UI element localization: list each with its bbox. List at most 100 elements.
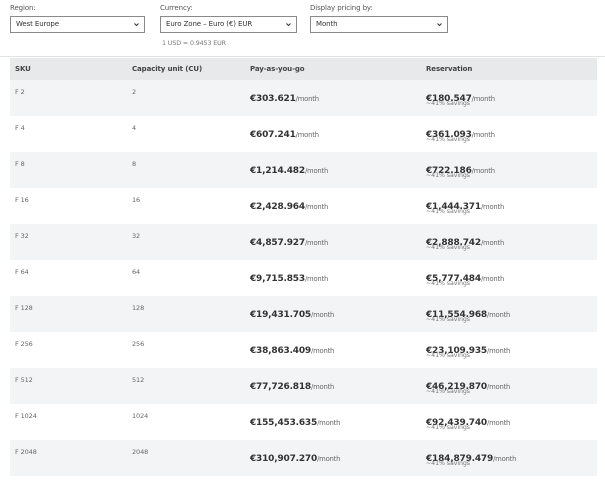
per-unit-label: /month [487, 347, 511, 355]
region-label: Region: [10, 4, 36, 12]
header-capacity-unit: Capacity unit (CU) [132, 65, 203, 73]
savings-note: ~41% savings [426, 352, 470, 359]
chevron-down-icon [286, 23, 291, 27]
per-unit-label: /month [480, 203, 505, 211]
reservation-price: €23,109.935/month [426, 338, 510, 357]
table-row: F 128 128 €19,431.705/month €11,554.968/… [10, 296, 597, 332]
reservation-amount: €46,219.870 [426, 382, 487, 392]
currency-filter: Currency: Euro Zone – Euro (€) EUR 1 USD… [160, 4, 297, 47]
capacity-unit-cell: 8 [132, 160, 137, 168]
reservation-price: €184,879.479/month [426, 446, 516, 465]
per-unit-label: /month [487, 311, 511, 319]
sku-cell: F 128 [15, 304, 33, 312]
table-row: F 16 16 €2,428.964/month €1,444.371/mont… [10, 188, 597, 224]
sku-cell: F 1024 [15, 412, 37, 420]
reservation-price: €722.186/month [426, 158, 495, 177]
per-unit-label: /month [304, 167, 329, 175]
per-unit-label: /month [295, 95, 319, 103]
pay-as-you-go-price: €19,431.705/month [250, 302, 334, 321]
reservation-price: €180.547/month [426, 86, 495, 105]
sku-cell: F 64 [15, 268, 29, 276]
reservation-price: €361.093/month [426, 122, 495, 141]
display-label: Display pricing by: [310, 4, 373, 12]
header-reservation: Reservation [426, 65, 473, 73]
pricing-table: SKU Capacity unit (CU) Pay-as-you-go Res… [10, 58, 597, 476]
per-unit-label: /month [471, 167, 495, 175]
pay-as-you-go-price: €77,726.818/month [250, 374, 334, 393]
per-unit-label: /month [487, 383, 511, 391]
per-unit-label: /month [487, 419, 511, 427]
pay-as-you-go-amount: €310,907.270 [250, 454, 318, 464]
pay-as-you-go-price: €607.241/month [250, 122, 319, 141]
pay-as-you-go-amount: €303.621 [250, 94, 296, 104]
sku-cell: F 2 [15, 88, 25, 96]
pay-as-you-go-price: €310,907.270/month [250, 446, 340, 465]
table-row: F 1024 1024 €155,453.635/month €92,439.7… [10, 404, 597, 440]
table-row: F 4 4 €607.241/month €361.093/month ~41%… [10, 116, 597, 152]
per-unit-label: /month [311, 347, 335, 355]
pay-as-you-go-amount: €9,715.853 [250, 274, 305, 284]
pay-as-you-go-amount: €607.241 [250, 130, 296, 140]
per-unit-label: /month [295, 131, 319, 139]
reservation-price: €5,777.484/month [426, 266, 504, 285]
savings-note: ~41% savings [426, 172, 470, 179]
table-header: SKU Capacity unit (CU) Pay-as-you-go Res… [10, 58, 597, 80]
capacity-unit-cell: 128 [132, 304, 145, 312]
per-unit-label: /month [493, 455, 517, 463]
savings-note: ~41% savings [426, 136, 470, 143]
pricing-filters: Region: West Europe Currency: Euro Zone … [0, 0, 605, 57]
capacity-unit-cell: 2 [132, 88, 137, 96]
reservation-amount: €361.093 [426, 130, 472, 140]
capacity-unit-cell: 256 [132, 340, 145, 348]
display-select[interactable]: Month [310, 16, 448, 33]
reservation-price: €46,219.870/month [426, 374, 510, 393]
per-unit-label: /month [311, 311, 335, 319]
table-row: F 8 8 €1,214.482/month €722.186/month ~4… [10, 152, 597, 188]
divider [0, 56, 605, 57]
savings-note: ~41% savings [426, 208, 470, 215]
display-filter: Display pricing by: Month [310, 4, 448, 33]
pay-as-you-go-price: €303.621/month [250, 86, 319, 105]
sku-cell: F 512 [15, 376, 33, 384]
chevron-down-icon [134, 23, 139, 27]
savings-note: ~41% savings [426, 100, 470, 107]
exchange-rate-note: 1 USD = 0.9453 EUR [162, 40, 226, 47]
per-unit-label: /month [304, 203, 329, 211]
per-unit-label: /month [317, 455, 341, 463]
currency-label: Currency: [160, 4, 193, 12]
sku-cell: F 2048 [15, 448, 37, 456]
currency-select[interactable]: Euro Zone – Euro (€) EUR [160, 16, 297, 33]
reservation-price: €92,439.740/month [426, 410, 510, 429]
header-pay-as-you-go: Pay-as-you-go [250, 65, 305, 73]
pay-as-you-go-amount: €155,453.635 [250, 418, 318, 428]
reservation-price: €1,444.371/month [426, 194, 504, 213]
region-select[interactable]: West Europe [10, 16, 145, 33]
sku-cell: F 256 [15, 340, 33, 348]
capacity-unit-cell: 32 [132, 232, 141, 240]
table-body: F 2 2 €303.621/month €180.547/month ~41%… [10, 80, 597, 476]
pay-as-you-go-price: €9,715.853/month [250, 266, 328, 285]
reservation-amount: €11,554.968 [426, 310, 487, 320]
pay-as-you-go-amount: €77,726.818 [250, 382, 311, 392]
table-row: F 2048 2048 €310,907.270/month €184,879.… [10, 440, 597, 476]
savings-note: ~41% savings [426, 280, 470, 287]
reservation-amount: €722.186 [426, 166, 472, 176]
table-row: F 512 512 €77,726.818/month €46,219.870/… [10, 368, 597, 404]
region-select-value: West Europe [16, 20, 59, 28]
sku-cell: F 4 [15, 124, 25, 132]
pay-as-you-go-price: €4,857.927/month [250, 230, 328, 249]
sku-cell: F 32 [15, 232, 29, 240]
reservation-amount: €184,879.479 [426, 454, 494, 464]
capacity-unit-cell: 2048 [132, 448, 149, 456]
region-filter: Region: West Europe [10, 4, 145, 33]
pay-as-you-go-price: €38,863.409/month [250, 338, 334, 357]
savings-note: ~41% savings [426, 460, 470, 467]
pay-as-you-go-amount: €4,857.927 [250, 238, 305, 248]
per-unit-label: /month [471, 95, 495, 103]
savings-note: ~41% savings [426, 316, 470, 323]
per-unit-label: /month [304, 275, 329, 283]
reservation-amount: €2,888.742 [426, 238, 481, 248]
currency-select-value: Euro Zone – Euro (€) EUR [166, 20, 253, 28]
pay-as-you-go-amount: €19,431.705 [250, 310, 311, 320]
chevron-down-icon [437, 23, 442, 27]
